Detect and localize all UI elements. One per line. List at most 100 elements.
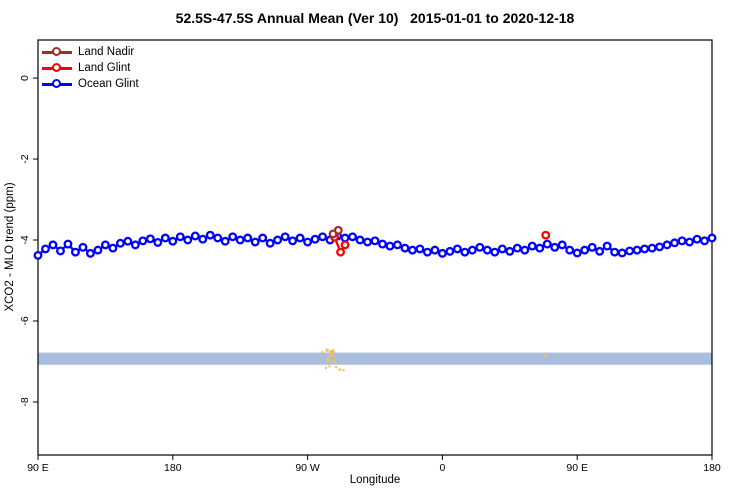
ocean-glint-point <box>393 240 402 250</box>
line-circle-marker-icon <box>42 78 72 90</box>
ocean-glint-point <box>625 246 635 256</box>
ocean-glint-point <box>280 232 290 242</box>
x-tick-label: 90 W <box>295 462 320 474</box>
ocean-glint-point <box>475 242 485 252</box>
ocean-glint-point <box>640 244 650 254</box>
land-glint-point <box>541 230 551 240</box>
y-tick-label: -8 <box>19 397 31 406</box>
ocean-glint-point <box>415 244 425 254</box>
plot-border <box>37 39 713 456</box>
ocean-glint-point <box>288 236 298 246</box>
ocean-glint-point <box>535 243 545 253</box>
legend-circle-icon <box>52 63 61 73</box>
legend-item-land-nadir: Land Nadir <box>42 44 139 60</box>
legend-label: Ocean Glint <box>78 78 139 90</box>
ocean-glint-point <box>467 245 477 255</box>
chart-title: 52.5S-47.5S Annual Mean (Ver 10) 2015-01… <box>175 10 575 26</box>
ocean-glint-point <box>115 238 125 248</box>
land-glint-point <box>340 240 350 250</box>
ocean-glint-point <box>520 245 530 255</box>
ocean-glint-point <box>685 237 694 247</box>
ocean-glint-point <box>56 246 65 256</box>
ocean-glint-point <box>497 244 507 254</box>
ocean-glint-point <box>587 242 597 252</box>
ocean-glint-point <box>647 243 657 253</box>
ocean-glint-point <box>273 235 283 245</box>
ocean-glint-point <box>93 245 103 255</box>
ocean-glint-point <box>340 233 350 243</box>
y-tick-label: -2 <box>19 154 31 163</box>
ocean-glint-point <box>677 236 687 246</box>
ocean-glint-point <box>63 239 73 249</box>
legend-circle-icon <box>52 79 61 89</box>
y-tick-label: -4 <box>19 235 31 244</box>
land-fraction-mark <box>342 369 345 372</box>
ocean-glint-point <box>85 248 95 258</box>
legend-item-land-glint: Land Glint <box>42 60 139 76</box>
ocean-glint-point <box>228 232 238 242</box>
ocean-glint-point <box>160 233 170 243</box>
land-fraction-mark <box>328 350 333 357</box>
land-fraction-mark <box>325 366 328 369</box>
ocean-glint-point <box>565 245 575 255</box>
ocean-glint-point <box>422 247 432 257</box>
ocean-glint-point <box>310 234 320 244</box>
ocean-glint-point <box>100 240 110 250</box>
ocean-glint-point <box>48 240 58 250</box>
ocean-glint-point <box>250 237 260 247</box>
ocean-glint-point <box>205 230 215 240</box>
land-fraction-mark <box>332 359 336 364</box>
legend-item-ocean-glint: Ocean Glint <box>42 76 139 92</box>
ocean-glint-point <box>692 234 702 244</box>
ocean-glint-point <box>303 237 313 247</box>
x-tick-label: 180 <box>703 462 721 474</box>
ocean-glint-point <box>430 245 440 255</box>
ocean-glint-point <box>550 242 560 252</box>
x-tick-label: 0 <box>439 462 445 474</box>
ocean-glint-point <box>168 236 178 246</box>
y-tick-label: 0 <box>19 75 31 81</box>
coverage-band <box>38 352 712 365</box>
legend-label: Land Glint <box>78 62 131 74</box>
land-fraction-mark <box>331 349 335 353</box>
ocean-glint-point <box>130 240 140 250</box>
land-fraction-mark <box>321 351 324 354</box>
ocean-glint-point <box>41 244 50 254</box>
y-tick-label: -6 <box>19 316 31 325</box>
ocean-glint-point <box>437 248 447 258</box>
ocean-glint-point <box>198 234 208 244</box>
ocean-glint-point <box>700 236 709 246</box>
x-axis-title: Longitude <box>349 474 401 486</box>
ocean-glint-point <box>108 243 118 253</box>
ocean-glint-point <box>505 246 515 256</box>
land-glint-point <box>336 247 346 257</box>
legend-circle-icon <box>52 47 61 57</box>
land-nadir-point <box>333 225 343 235</box>
line-circle-marker-icon <box>42 46 72 58</box>
x-tick-label: 180 <box>164 462 182 474</box>
ocean-glint-point <box>490 247 500 257</box>
ocean-glint-point <box>400 243 410 253</box>
ocean-glint-point <box>175 232 185 242</box>
ocean-glint-point <box>78 242 88 252</box>
ocean-glint-point <box>258 233 268 243</box>
ocean-glint-point <box>33 250 43 260</box>
land-fraction-mark <box>325 348 329 352</box>
ocean-glint-point <box>183 235 193 245</box>
ocean-glint-point <box>123 236 133 246</box>
ocean-glint-point <box>460 247 470 257</box>
ocean-glint-point <box>243 233 253 243</box>
ocean-glint-point <box>318 232 328 242</box>
ocean-glint-point <box>407 245 417 255</box>
ocean-glint-point <box>482 245 492 255</box>
ocean-glint-point <box>662 240 672 250</box>
ocean-glint-point <box>572 248 582 258</box>
land-fraction-mark <box>328 365 331 368</box>
land-fraction-mark <box>335 366 338 369</box>
ocean-glint-point <box>348 232 357 242</box>
ocean-glint-point <box>580 245 590 255</box>
x-tick-label: 90 E <box>566 462 588 474</box>
ocean-glint-point <box>265 238 275 248</box>
ocean-glint-point <box>385 241 395 251</box>
